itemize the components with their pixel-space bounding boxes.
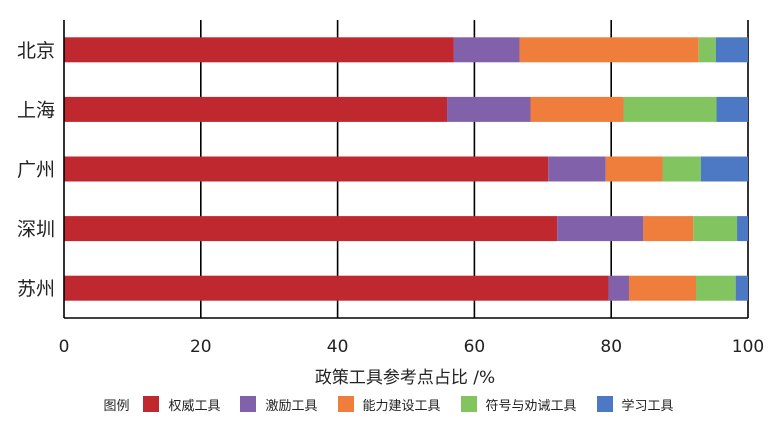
- legend-label: 权威工具: [168, 398, 221, 414]
- bar-深圳-激励工具: [557, 216, 644, 242]
- bar-上海-符号与劝诫工具: [623, 96, 717, 122]
- bar-苏州-权威工具: [64, 275, 609, 301]
- bar-广州-激励工具: [548, 156, 606, 182]
- x-tick-label-20: 20: [190, 337, 212, 357]
- legend: 图例 权威工具 激励工具 能力建设工具 符号与劝诫工具 学习工具: [0, 392, 777, 416]
- bar-深圳-学习工具: [737, 216, 748, 242]
- category-label-深圳: 深圳: [17, 219, 55, 241]
- bar-苏州-符号与劝诫工具: [696, 275, 736, 301]
- category-label-苏州: 苏州: [17, 278, 55, 300]
- bar-北京-学习工具: [715, 37, 748, 63]
- bar-广州-符号与劝诫工具: [662, 156, 701, 182]
- category-label-上海: 上海: [17, 99, 55, 121]
- bar-北京-符号与劝诫工具: [698, 37, 716, 63]
- legend-label: 能力建设工具: [362, 398, 441, 414]
- bar-上海-能力建设工具: [530, 96, 624, 122]
- x-tick-labels: 0 20 40 60 80 100: [59, 337, 765, 357]
- x-tick-label-100: 100: [732, 337, 764, 357]
- bar-上海-学习工具: [716, 96, 748, 122]
- x-tick-label-40: 40: [327, 337, 349, 357]
- legend-item-学习工具: 学习工具: [596, 395, 674, 414]
- legend-item-能力建设工具: 能力建设工具: [337, 395, 441, 414]
- x-tick-label-0: 0: [59, 337, 70, 357]
- bar-苏州-能力建设工具: [628, 275, 697, 301]
- legend-items: 权威工具 激励工具 能力建设工具 符号与劝诫工具 学习工具: [143, 395, 674, 414]
- x-tick-label-60: 60: [464, 337, 486, 357]
- bar-深圳-符号与劝诫工具: [693, 216, 738, 242]
- bar-广州-权威工具: [64, 156, 549, 182]
- category-label-北京: 北京: [17, 40, 55, 62]
- bar-北京-权威工具: [64, 37, 454, 63]
- legend-swatch: [143, 396, 160, 412]
- bar-北京-能力建设工具: [519, 37, 699, 63]
- legend-swatch: [337, 396, 354, 412]
- bar-广州-能力建设工具: [605, 156, 663, 182]
- legend-swatch: [240, 396, 257, 412]
- bar-苏州-学习工具: [735, 275, 748, 301]
- legend-swatch: [460, 396, 477, 412]
- bars: [64, 37, 748, 301]
- category-label-广州: 广州: [17, 159, 55, 181]
- bar-北京-激励工具: [453, 37, 520, 63]
- bar-苏州-激励工具: [608, 275, 629, 301]
- legend-label: 学习工具: [621, 398, 674, 414]
- legend-label: 符号与劝诫工具: [485, 398, 577, 414]
- legend-title: 图例: [103, 398, 130, 414]
- legend-item-符号与劝诫工具: 符号与劝诫工具: [460, 395, 577, 414]
- legend-swatch: [596, 396, 613, 412]
- legend-item-激励工具: 激励工具: [240, 395, 318, 414]
- bar-上海-权威工具: [64, 96, 448, 122]
- bar-上海-激励工具: [447, 96, 531, 122]
- legend-item-权威工具: 权威工具: [143, 395, 220, 414]
- bar-广州-学习工具: [700, 156, 748, 182]
- bar-深圳-能力建设工具: [643, 216, 694, 242]
- x-tick-label-80: 80: [600, 337, 622, 357]
- bar-深圳-权威工具: [64, 216, 558, 242]
- x-axis-title: 政策工具参考点占比 /%: [315, 368, 495, 388]
- legend-label: 激励工具: [265, 398, 318, 414]
